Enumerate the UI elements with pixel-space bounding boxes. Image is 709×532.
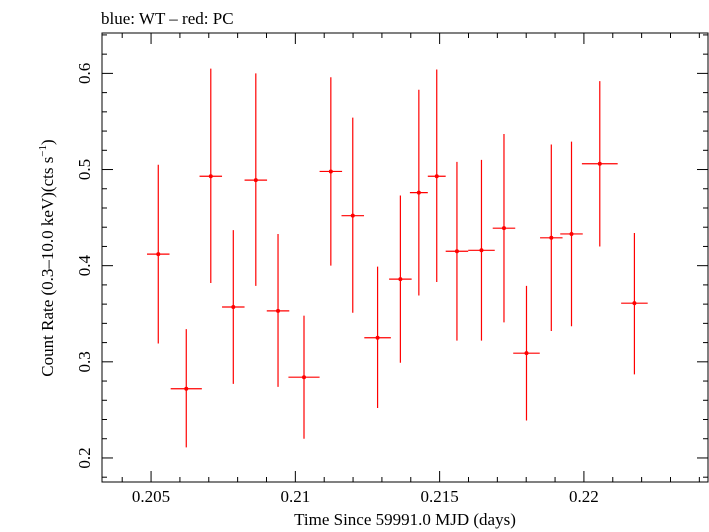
data-point-group [319, 77, 343, 266]
data-point [184, 386, 189, 391]
data-point-group [341, 117, 365, 313]
y-axis-label-superscript: −1 [37, 145, 49, 157]
data-point [398, 277, 403, 282]
x-tick-labels: 0.205 0.21 0.215 0.22 [132, 487, 599, 506]
data-point [632, 301, 637, 306]
y-axis-label: Count Rate (0.3–10.0 keV)(cts s−1) [37, 139, 57, 376]
data-point-group [540, 144, 563, 332]
y-axis-label-tail: ) [38, 139, 57, 145]
data-point [524, 351, 529, 356]
data-point-group [513, 285, 540, 421]
data-point [208, 174, 213, 179]
data-point-group [409, 89, 428, 296]
data-point [375, 335, 380, 340]
data-point-group [389, 195, 412, 363]
plot-data-layer [147, 68, 648, 448]
data-point-group [170, 329, 202, 448]
chart-title: blue: WT – red: PC [101, 9, 234, 28]
plot-frame [101, 32, 709, 483]
data-point [479, 248, 484, 253]
data-point [156, 252, 161, 257]
data-point [434, 174, 439, 179]
data-point [454, 249, 459, 254]
data-point [350, 213, 355, 218]
y-tick-label: 0.3 [75, 351, 94, 372]
x-tick-label: 0.205 [132, 487, 170, 506]
y-tick-label: 0.5 [75, 159, 94, 180]
data-point-group [492, 133, 516, 323]
y-tick-label: 0.4 [75, 255, 94, 277]
y-tick-labels: 0.2 0.3 0.4 0.5 0.6 [75, 63, 94, 469]
data-point [597, 161, 602, 166]
data-point-group [222, 230, 245, 384]
data-point [231, 305, 236, 310]
data-point-group [427, 69, 446, 283]
data-point-group [199, 68, 223, 283]
data-point [328, 169, 333, 174]
data-point-group [581, 81, 618, 247]
data-point-group [364, 266, 391, 408]
y-tick-label: 0.2 [75, 447, 94, 468]
data-point [549, 235, 554, 240]
y-tick-label: 0.6 [75, 63, 94, 84]
data-point-group [288, 315, 320, 439]
x-tick-label: 0.215 [421, 487, 459, 506]
data-point [416, 190, 421, 195]
data-point-group [266, 233, 290, 387]
y-axis-label-main: Count Rate (0.3–10.0 keV)(cts s [38, 157, 57, 377]
axis-ticks [102, 33, 708, 482]
x-tick-label: 0.21 [280, 487, 310, 506]
data-point-group [468, 159, 495, 341]
data-point-group [621, 232, 648, 375]
data-point-group [244, 73, 268, 286]
x-axis-label: Time Since 59991.0 MJD (days) [294, 510, 516, 529]
data-point-group [560, 141, 583, 327]
data-point-group [445, 161, 469, 341]
data-point [501, 226, 506, 231]
data-point [302, 375, 306, 380]
data-point [253, 178, 258, 183]
data-point [569, 231, 574, 236]
data-point [276, 308, 281, 313]
data-point-group [147, 164, 170, 344]
x-tick-label: 0.22 [569, 487, 599, 506]
